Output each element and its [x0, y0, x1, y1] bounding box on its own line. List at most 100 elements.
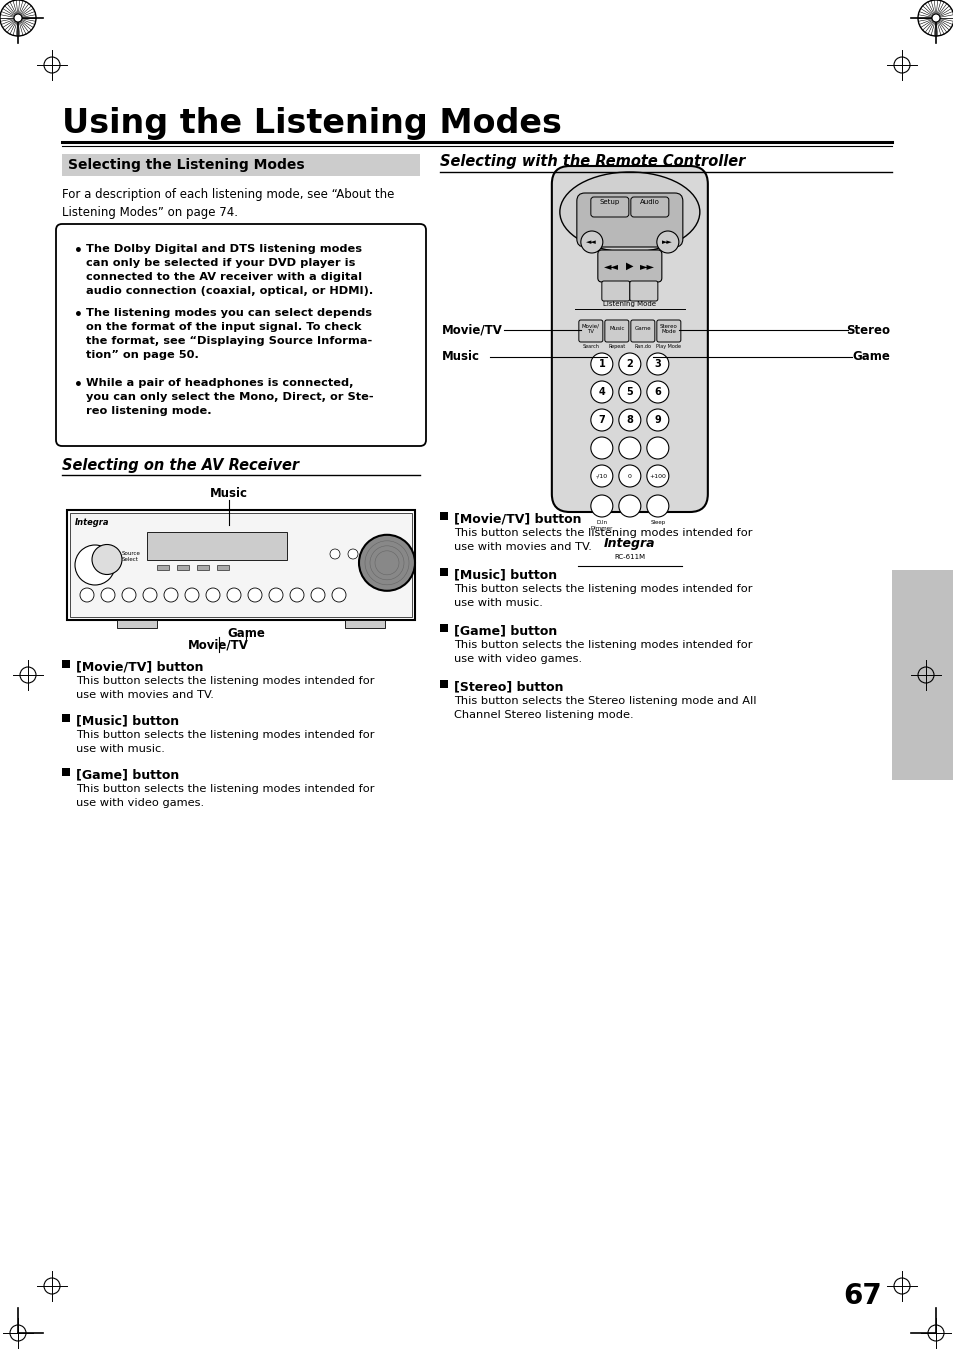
Text: While a pair of headphones is connected,
you can only select the Mono, Direct, o: While a pair of headphones is connected,… — [86, 378, 374, 416]
Text: Stereo: Stereo — [845, 323, 889, 336]
Text: 1: 1 — [598, 359, 604, 369]
FancyBboxPatch shape — [590, 197, 628, 218]
Text: The listening modes you can select depends
on the format of the input signal. To: The listening modes you can select depen… — [86, 308, 372, 359]
Circle shape — [101, 588, 115, 603]
Circle shape — [580, 231, 602, 253]
FancyBboxPatch shape — [657, 320, 680, 342]
Text: Listening Mode: Listening Mode — [602, 301, 656, 307]
Text: 67: 67 — [842, 1282, 882, 1310]
Text: Play Mode: Play Mode — [656, 345, 680, 349]
Text: ◄◄: ◄◄ — [603, 261, 618, 272]
Text: 3: 3 — [654, 359, 660, 369]
Text: Stereo
Mode: Stereo Mode — [659, 324, 677, 335]
Bar — [62, 154, 419, 176]
Circle shape — [366, 549, 375, 559]
Text: ▶: ▶ — [625, 261, 633, 272]
Bar — [345, 620, 385, 628]
Circle shape — [311, 588, 325, 603]
Text: This button selects the Stereo listening mode and All
Channel Stereo listening m: This button selects the Stereo listening… — [454, 696, 756, 720]
FancyBboxPatch shape — [578, 320, 602, 342]
Circle shape — [590, 494, 612, 517]
Circle shape — [618, 465, 640, 486]
Circle shape — [122, 588, 136, 603]
Circle shape — [91, 544, 122, 574]
Text: Selecting on the AV Receiver: Selecting on the AV Receiver — [62, 458, 299, 473]
Circle shape — [590, 381, 612, 403]
Circle shape — [358, 535, 415, 590]
Bar — [67, 509, 415, 620]
Bar — [117, 620, 157, 628]
Text: Music: Music — [608, 327, 624, 331]
FancyBboxPatch shape — [601, 281, 629, 301]
FancyBboxPatch shape — [630, 320, 654, 342]
Circle shape — [590, 465, 612, 486]
Circle shape — [348, 549, 357, 559]
Bar — [439, 680, 448, 688]
Text: Ran.do: Ran.do — [634, 345, 651, 349]
Circle shape — [618, 353, 640, 376]
Text: 7: 7 — [598, 415, 604, 426]
Text: •: • — [74, 245, 83, 258]
FancyBboxPatch shape — [629, 281, 658, 301]
Bar — [177, 565, 189, 570]
Circle shape — [164, 588, 178, 603]
Circle shape — [646, 494, 668, 517]
Circle shape — [269, 588, 283, 603]
Circle shape — [646, 436, 668, 459]
Text: 2: 2 — [626, 359, 633, 369]
Circle shape — [330, 549, 339, 559]
Bar — [196, 565, 209, 570]
Circle shape — [931, 14, 939, 22]
Bar — [62, 713, 70, 721]
Bar — [157, 565, 169, 570]
Text: Sleep: Sleep — [650, 520, 665, 526]
Text: Audio: Audio — [639, 199, 659, 205]
FancyBboxPatch shape — [577, 193, 682, 247]
FancyBboxPatch shape — [630, 197, 668, 218]
Circle shape — [143, 588, 157, 603]
Circle shape — [618, 409, 640, 431]
Text: This button selects the listening modes intended for
use with music.: This button selects the listening modes … — [454, 584, 752, 608]
Text: [Music] button: [Music] button — [76, 713, 179, 727]
Circle shape — [618, 381, 640, 403]
Text: This button selects the listening modes intended for
use with movies and TV.: This button selects the listening modes … — [454, 528, 752, 553]
Text: Movie/TV: Movie/TV — [441, 323, 502, 336]
Text: •: • — [74, 378, 83, 392]
Text: [Game] button: [Game] button — [76, 767, 179, 781]
FancyBboxPatch shape — [598, 250, 661, 282]
Bar — [216, 565, 229, 570]
Text: Integra: Integra — [603, 538, 655, 550]
Text: Movie/TV: Movie/TV — [188, 639, 249, 653]
Text: 6: 6 — [654, 386, 660, 397]
Circle shape — [590, 436, 612, 459]
Bar — [439, 512, 448, 520]
Circle shape — [590, 353, 612, 376]
Text: 8: 8 — [626, 415, 633, 426]
Text: ►►: ►► — [661, 239, 673, 245]
Text: Selecting the Listening Modes: Selecting the Listening Modes — [68, 158, 304, 172]
Text: This button selects the listening modes intended for
use with music.: This button selects the listening modes … — [76, 730, 375, 754]
Text: 0: 0 — [627, 473, 631, 478]
Text: This button selects the listening modes intended for
use with movies and TV.: This button selects the listening modes … — [76, 676, 375, 700]
Bar — [147, 532, 287, 561]
Circle shape — [646, 381, 668, 403]
Circle shape — [227, 588, 241, 603]
Text: This button selects the listening modes intended for
use with video games.: This button selects the listening modes … — [454, 640, 752, 663]
Text: Selecting with the Remote Controller: Selecting with the Remote Controller — [439, 154, 744, 169]
Circle shape — [290, 588, 304, 603]
Text: [Movie/TV] button: [Movie/TV] button — [76, 661, 203, 673]
Bar — [439, 567, 448, 576]
Circle shape — [75, 544, 115, 585]
Circle shape — [590, 409, 612, 431]
FancyBboxPatch shape — [604, 320, 628, 342]
Circle shape — [646, 353, 668, 376]
Circle shape — [185, 588, 199, 603]
Circle shape — [646, 409, 668, 431]
Bar — [70, 513, 412, 617]
Text: ◄◄: ◄◄ — [586, 239, 597, 245]
Circle shape — [618, 494, 640, 517]
Circle shape — [332, 588, 346, 603]
FancyBboxPatch shape — [56, 224, 426, 446]
Text: Game: Game — [851, 350, 889, 363]
Text: Game: Game — [634, 327, 651, 331]
